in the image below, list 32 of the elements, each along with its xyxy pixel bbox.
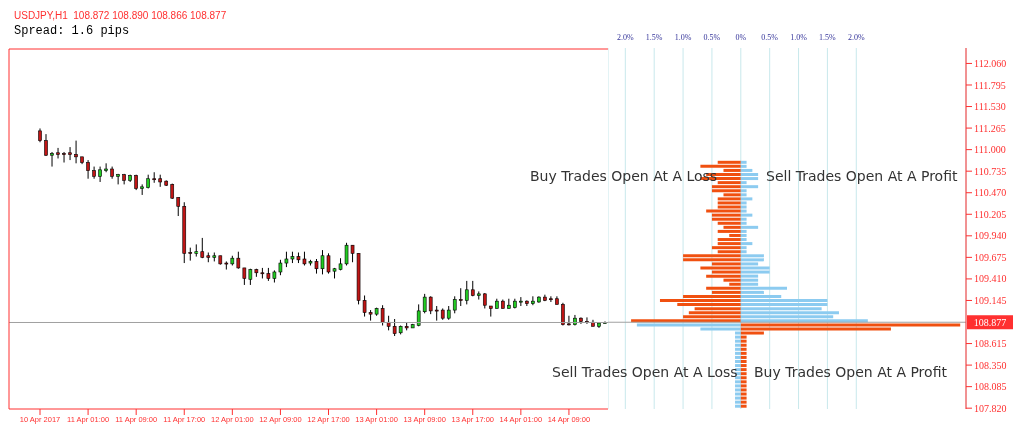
- x-tick-label: 2.0%: [616, 33, 634, 42]
- annotation: Buy Trades Open At A Profit: [754, 364, 947, 380]
- y-tick-label: 110.470: [974, 187, 1007, 199]
- x-tick-label: 0%: [735, 33, 747, 42]
- y-tick-label: 111.795: [974, 79, 1006, 91]
- x-tick-label: 2.0%: [847, 33, 865, 42]
- x-tick-label: 1.5%: [645, 33, 663, 42]
- y-tick-label: 109.940: [974, 230, 1007, 242]
- y-tick-label: 108.085: [974, 381, 1007, 393]
- annotation: Buy Trades Open At A Loss: [530, 168, 718, 184]
- y-tick-label: 112.060: [974, 58, 1007, 69]
- y-tick-label: 111.000: [974, 144, 1006, 156]
- y-tick-label: 109.410: [974, 273, 1007, 285]
- y-tick-label: 107.820: [974, 402, 1007, 414]
- ref-line-label: 108.877: [973, 317, 1007, 329]
- text: Spread: 1.6 pips: [14, 24, 130, 38]
- x-tick-label: 0.5%: [703, 33, 721, 42]
- x-tick-label: 0.5%: [761, 33, 779, 42]
- annotation: Sell Trades Open At A Profit: [766, 168, 958, 184]
- text: USDJPY,H1 108.872 108.890 108.866 108.877: [14, 10, 227, 21]
- y-tick-label: 109.675: [974, 251, 1007, 263]
- y-tick-label: 108.350: [974, 359, 1007, 371]
- y-tick-label: 110.735: [974, 165, 1007, 177]
- y-tick-label: 110.205: [974, 208, 1007, 220]
- x-tick-label: 1.0%: [674, 33, 692, 42]
- x-tick-label: 1.0%: [790, 33, 808, 42]
- y-tick-label: 108.615: [974, 338, 1007, 350]
- annotation: Sell Trades Open At A Loss: [552, 364, 738, 380]
- y-tick-label: 109.145: [974, 295, 1007, 307]
- y-tick-label: 111.530: [974, 101, 1006, 113]
- x-tick-label: 1.5%: [819, 33, 837, 42]
- y-tick-label: 111.265: [974, 122, 1006, 134]
